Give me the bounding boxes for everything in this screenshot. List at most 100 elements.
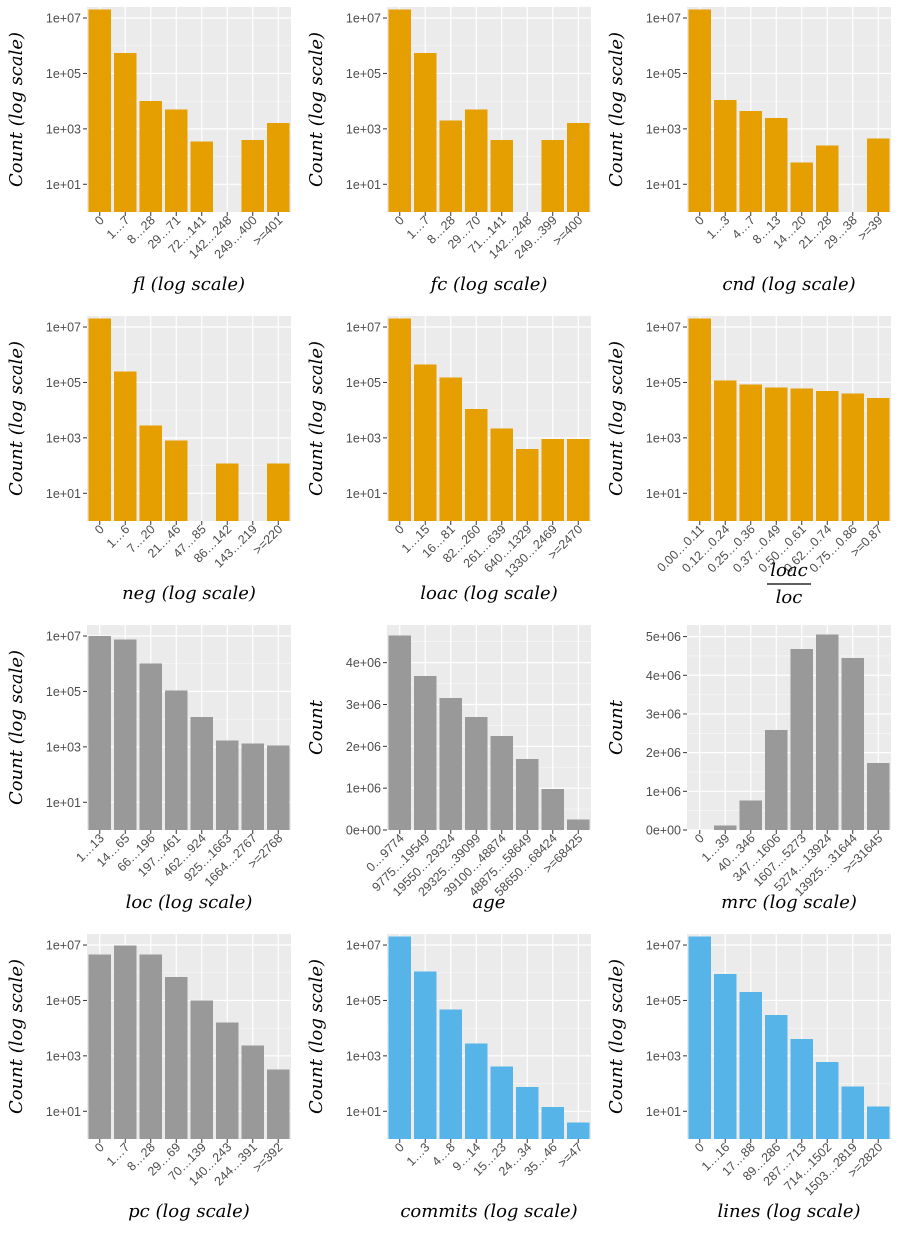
bar bbox=[790, 1039, 814, 1139]
y-axis-title: Count (log scale) bbox=[606, 341, 627, 496]
y-axis-title: Count (log scale) bbox=[306, 959, 327, 1114]
bar bbox=[866, 397, 890, 521]
y-tick-label: 1e+03 bbox=[346, 122, 381, 136]
bar bbox=[190, 141, 214, 212]
chart-svg: 1e+011e+031e+051e+071…1314…6566…196197…4… bbox=[6, 625, 291, 913]
bar bbox=[413, 676, 437, 830]
x-axis-title: lines (log scale) bbox=[717, 1201, 860, 1222]
bar bbox=[764, 117, 788, 212]
x-tick-label: >=401 bbox=[250, 213, 285, 248]
bar bbox=[866, 138, 890, 212]
bar bbox=[790, 388, 814, 521]
y-tick-label: 1e+05 bbox=[346, 376, 381, 390]
bar bbox=[190, 716, 214, 830]
x-axis-title: cnd (log scale) bbox=[722, 274, 855, 295]
x-axis-title: pc (log scale) bbox=[128, 1201, 250, 1222]
bar bbox=[713, 380, 737, 521]
x-axis-title-denominator: loc bbox=[776, 587, 803, 608]
y-tick-label: 2e+06 bbox=[346, 740, 381, 754]
y-axis-title: Count bbox=[306, 699, 327, 755]
chart-svg: 1e+011e+031e+051e+070.00…0.110.12…0.240.… bbox=[606, 316, 891, 608]
bar bbox=[739, 992, 763, 1139]
y-tick-label: 1e+07 bbox=[46, 321, 81, 335]
bar bbox=[566, 819, 590, 830]
chart-svg: 1e+011e+031e+051e+0701…78…2829…7071…1411… bbox=[306, 7, 591, 295]
y-tick-label: 1e+07 bbox=[46, 939, 81, 953]
bar bbox=[841, 1086, 865, 1139]
bar bbox=[413, 364, 437, 521]
y-axis-title: Count (log scale) bbox=[6, 959, 27, 1114]
y-axis-title: Count (log scale) bbox=[6, 32, 27, 187]
y-tick-label: 1e+01 bbox=[46, 1105, 81, 1119]
y-tick-label: 1e+05 bbox=[646, 994, 681, 1008]
y-tick-label: 1e+06 bbox=[346, 782, 381, 796]
bar bbox=[266, 463, 290, 521]
y-tick-label: 1e+01 bbox=[46, 796, 81, 810]
y-tick-label: 1e+01 bbox=[346, 487, 381, 501]
x-tick-label: 1…3 bbox=[404, 1140, 433, 1169]
y-tick-label: 1e+03 bbox=[46, 740, 81, 754]
y-tick-label: 1e+07 bbox=[646, 12, 681, 26]
y-axis-title: Count bbox=[606, 699, 627, 755]
bar bbox=[739, 800, 763, 830]
bar bbox=[413, 971, 437, 1139]
y-tick-label: 1e+05 bbox=[646, 67, 681, 81]
bar bbox=[515, 1087, 539, 1139]
x-axis-title: mrc (log scale) bbox=[721, 892, 857, 913]
x-axis-title: commits (log scale) bbox=[400, 1201, 577, 1222]
bar bbox=[164, 440, 188, 521]
bar bbox=[688, 318, 712, 521]
y-tick-label: 1e+01 bbox=[346, 1105, 381, 1119]
bar bbox=[815, 634, 839, 830]
bar bbox=[815, 1062, 839, 1139]
bar bbox=[764, 387, 788, 521]
y-tick-label: 1e+03 bbox=[646, 122, 681, 136]
bar bbox=[866, 763, 890, 830]
y-axis-title: Count (log scale) bbox=[306, 341, 327, 496]
x-tick-label: >=39 bbox=[855, 213, 885, 243]
y-tick-label: 1e+06 bbox=[646, 785, 681, 799]
bar bbox=[266, 1069, 290, 1139]
y-tick-label: 3e+06 bbox=[646, 707, 681, 721]
chart-panel: 1e+01 1e+03 1e+05 1e+07 0 1…7 8…28 29…69 70…139 1… bbox=[0, 927, 300, 1236]
chart-panel: 1e+01 1e+03 1e+05 1e+07 0.00…0.11 0.12…0.24 0.… bbox=[600, 309, 900, 618]
chart-panel: 1e+01 1e+03 1e+05 1e+07 0 1…3 4…7 8…13 14…20 21…2… bbox=[600, 0, 900, 309]
bar bbox=[439, 1009, 463, 1139]
y-tick-label: 1e+05 bbox=[346, 67, 381, 81]
bar bbox=[388, 9, 412, 212]
x-axis-title: age bbox=[473, 892, 506, 913]
y-tick-label: 1e+05 bbox=[46, 994, 81, 1008]
y-tick-label: 1e+07 bbox=[346, 12, 381, 26]
bar bbox=[464, 717, 488, 830]
y-tick-label: 5e+06 bbox=[646, 630, 681, 644]
chart-panel: 1e+01 1e+03 1e+05 1e+07 1…13 14…65 66…196 197…4… bbox=[0, 618, 300, 927]
x-tick-label: >=220 bbox=[250, 522, 285, 557]
y-tick-label: 1e+07 bbox=[346, 939, 381, 953]
y-tick-label: 4e+06 bbox=[646, 669, 681, 683]
y-tick-label: 1e+05 bbox=[46, 685, 81, 699]
x-axis-title: fl (log scale) bbox=[131, 274, 245, 295]
bar bbox=[515, 448, 539, 521]
y-axis-title: Count (log scale) bbox=[306, 32, 327, 187]
bar bbox=[215, 463, 239, 521]
bar bbox=[464, 1043, 488, 1139]
x-tick-label: >=400 bbox=[550, 213, 585, 248]
bar bbox=[815, 390, 839, 521]
bar bbox=[566, 123, 590, 212]
bar bbox=[841, 393, 865, 521]
y-axis-title: Count (log scale) bbox=[6, 650, 27, 805]
bar bbox=[541, 789, 565, 830]
y-tick-label: 1e+01 bbox=[646, 487, 681, 501]
chart-svg: 1e+011e+031e+051e+0701…78…2829…7172…1411… bbox=[6, 7, 291, 295]
bar bbox=[113, 52, 137, 212]
y-tick-label: 1e+05 bbox=[646, 376, 681, 390]
y-tick-label: 4e+06 bbox=[346, 656, 381, 670]
bar bbox=[388, 318, 412, 521]
y-tick-label: 3e+06 bbox=[346, 698, 381, 712]
chart-panel: 1e+01 1e+03 1e+05 1e+07 0 1…7 8…28 29…71 72…141 1… bbox=[0, 0, 300, 309]
y-tick-label: 0e+00 bbox=[646, 824, 681, 838]
y-tick-label: 1e+01 bbox=[346, 178, 381, 192]
bar bbox=[713, 825, 737, 830]
bar bbox=[764, 730, 788, 830]
